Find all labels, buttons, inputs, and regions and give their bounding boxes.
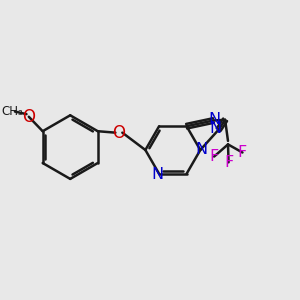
Text: F: F xyxy=(209,149,219,164)
Text: F: F xyxy=(224,155,233,170)
Text: N: N xyxy=(196,142,208,157)
Text: O: O xyxy=(22,108,35,126)
Text: N: N xyxy=(208,112,221,127)
Text: CH₃: CH₃ xyxy=(1,105,23,118)
Text: N: N xyxy=(209,121,221,136)
Text: O: O xyxy=(112,124,125,142)
Text: N: N xyxy=(152,167,164,182)
Text: F: F xyxy=(238,145,247,160)
